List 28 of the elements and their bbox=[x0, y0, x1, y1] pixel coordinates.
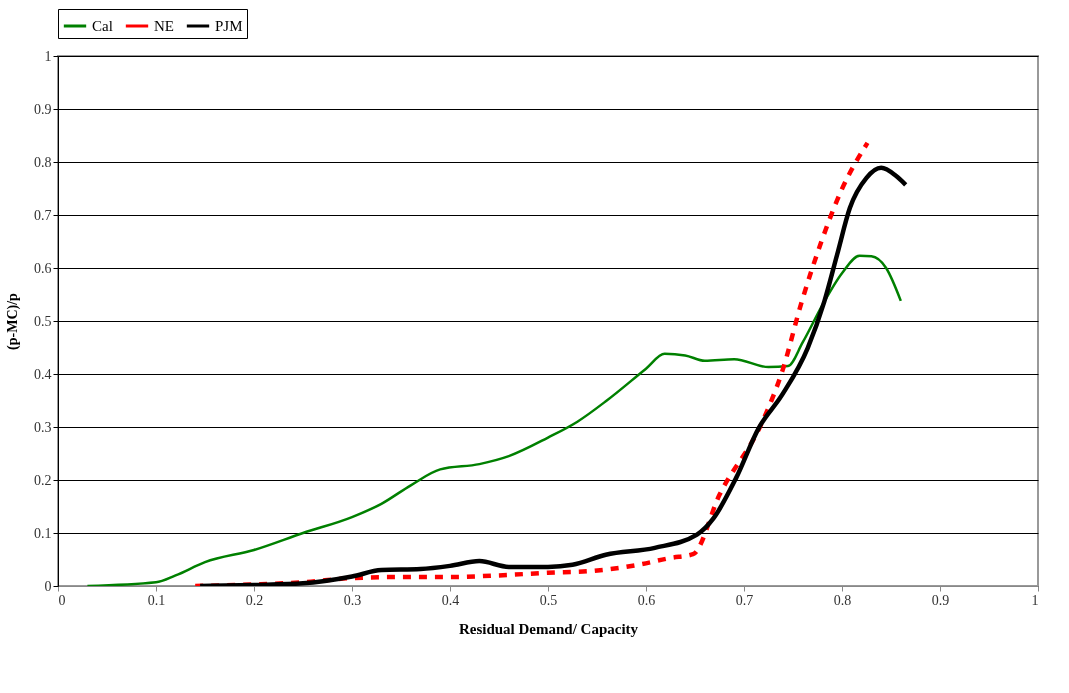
y-tick-label: 1 bbox=[44, 48, 52, 64]
y-tick-label: 0.4 bbox=[34, 366, 52, 382]
x-tick-label: 0.4 bbox=[441, 592, 460, 608]
y-tick-label: 0.9 bbox=[34, 101, 52, 117]
legend-label: Cal bbox=[92, 18, 113, 34]
legend-label: NE bbox=[154, 18, 174, 34]
x-tick-label: 0.7 bbox=[735, 592, 754, 608]
x-tick-label: 0 bbox=[58, 592, 66, 608]
y-axis-title: (p-MC)/p bbox=[5, 292, 21, 350]
x-tick-label: 0.9 bbox=[931, 592, 950, 608]
y-tick-label: 0 bbox=[44, 578, 52, 594]
y-tick-label: 0.5 bbox=[34, 313, 52, 329]
y-tick-label: 0.1 bbox=[34, 525, 52, 541]
y-tick-label: 0.6 bbox=[34, 260, 52, 276]
x-tick-label: 1 bbox=[1031, 592, 1039, 608]
x-tick-label: 0.3 bbox=[343, 592, 362, 608]
legend-label: PJM bbox=[215, 18, 243, 34]
x-tick-label: 0.2 bbox=[245, 592, 264, 608]
y-tick-label: 0.8 bbox=[34, 154, 52, 170]
x-tick-label: 0.1 bbox=[147, 592, 166, 608]
x-tick-label: 0.5 bbox=[539, 592, 558, 608]
line-series bbox=[86, 254, 903, 586]
x-axis-title: Residual Demand/ Capacity bbox=[458, 620, 639, 637]
x-tick-label: 0.6 bbox=[637, 592, 656, 608]
x-tick-label: 0.8 bbox=[833, 592, 852, 608]
y-tick-label: 0.3 bbox=[34, 419, 52, 435]
y-tick-label: 0.2 bbox=[34, 472, 52, 488]
y-tick-label: 0.7 bbox=[34, 207, 52, 223]
